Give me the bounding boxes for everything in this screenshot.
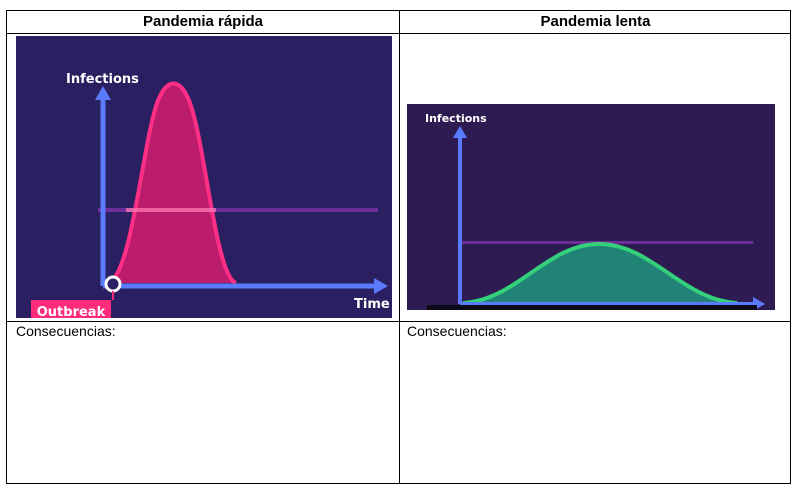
outbreak-marker (104, 275, 122, 293)
row-divider (7, 321, 790, 322)
capacity-overlap (126, 208, 216, 212)
outbreak-badge-label: Outbreak (37, 305, 106, 318)
fast-y-axis-label: Infections (66, 72, 139, 87)
fast-x-axis-label: Time (354, 297, 390, 312)
slow-pandemic-graph: Infections (407, 104, 775, 310)
fast-pandemic-figure: Outbreak Infections Time (16, 36, 392, 318)
header-divider (7, 33, 790, 34)
caption-strip (427, 305, 757, 310)
column-divider (399, 11, 400, 483)
fast-x-arrow (374, 278, 388, 294)
slow-curve-area (463, 244, 737, 303)
slow-y-arrow (453, 126, 467, 138)
outbreak-badge (31, 300, 111, 318)
slow-curve-line (462, 241, 738, 305)
capacity-line (98, 208, 378, 212)
slow-pandemic-figure: Infections (407, 104, 775, 310)
consequences-fast-label: Consecuencias: (16, 323, 116, 339)
consequences-slow-label: Consecuencias: (407, 323, 507, 339)
slow-y-axis-label: Infections (425, 112, 487, 125)
fast-curve-area (108, 83, 236, 283)
fast-y-arrow (95, 86, 111, 100)
fast-curve-line (106, 81, 238, 285)
fast-pandemic-graph: Outbreak Infections Time (16, 36, 392, 318)
comparison-table: Pandemia rápida Pandemia lenta Outbreak … (6, 10, 791, 484)
header-slow-pandemic: Pandemia lenta (540, 13, 651, 30)
header-fast-pandemic: Pandemia rápida (142, 13, 264, 30)
